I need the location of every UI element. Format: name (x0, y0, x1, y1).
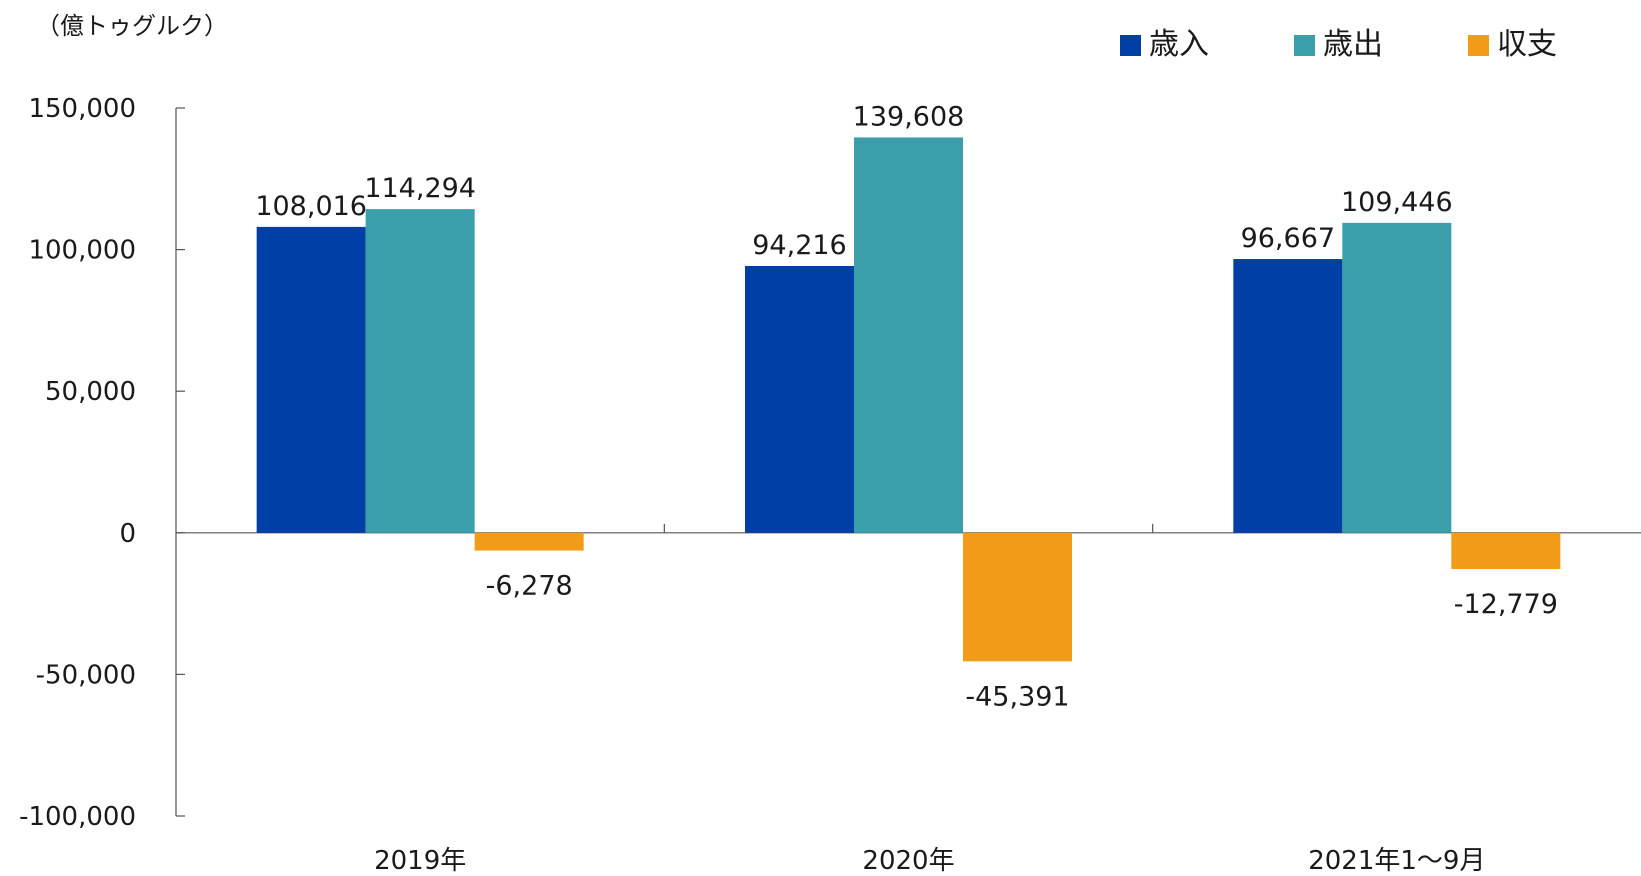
legend-swatch (1294, 35, 1315, 56)
category-labels: 2019年 2020年 2021年1～9月 (374, 846, 1485, 876)
y-tick-label: 100,000 (28, 236, 136, 266)
bar-2-1 (365, 209, 475, 533)
y-axis-unit-label: （億トゥグルク） (36, 12, 228, 40)
legend-label: 収支 (1497, 27, 1557, 62)
data-label: 114,294 (364, 173, 476, 204)
data-label: -45,391 (965, 681, 1069, 712)
data-label: -12,779 (1454, 589, 1558, 620)
axes: 150,000 100,000 50,000 0 -50,000 -100,000 (19, 94, 1641, 832)
y-tick-label: 50,000 (45, 377, 136, 407)
legend-label: 歳入 (1149, 27, 1209, 62)
bar-2-3 (1342, 222, 1452, 533)
data-label: 109,446 (1341, 187, 1453, 218)
y-tick-label: -50,000 (36, 660, 136, 690)
y-tick-label: -100,000 (19, 802, 136, 832)
bars (256, 137, 1561, 662)
category-label: 2021年1～9月 (1308, 846, 1485, 876)
legend-label: 歳出 (1323, 27, 1383, 62)
bar-1-3 (1233, 259, 1343, 533)
legend: 歳入 歳出 収支 (1120, 27, 1557, 62)
y-tick-label: 0 (119, 519, 136, 549)
bar-3-1 (474, 532, 584, 551)
data-label: 96,667 (1241, 223, 1335, 254)
y-tick-label: 150,000 (28, 94, 136, 124)
bar-1-1 (256, 226, 366, 533)
legend-swatch (1468, 35, 1489, 56)
data-label: 139,608 (853, 101, 965, 132)
data-label: -6,278 (486, 571, 573, 602)
bar-1-2 (745, 265, 854, 533)
category-label: 2020年 (862, 846, 954, 876)
category-label: 2019年 (374, 846, 466, 876)
data-label: 94,216 (752, 230, 846, 261)
data-label: 108,016 (255, 191, 367, 222)
bar-2-2 (854, 137, 963, 533)
bar-3-2 (963, 532, 1072, 662)
bar-3-3 (1451, 532, 1561, 569)
legend-swatch (1120, 35, 1141, 56)
